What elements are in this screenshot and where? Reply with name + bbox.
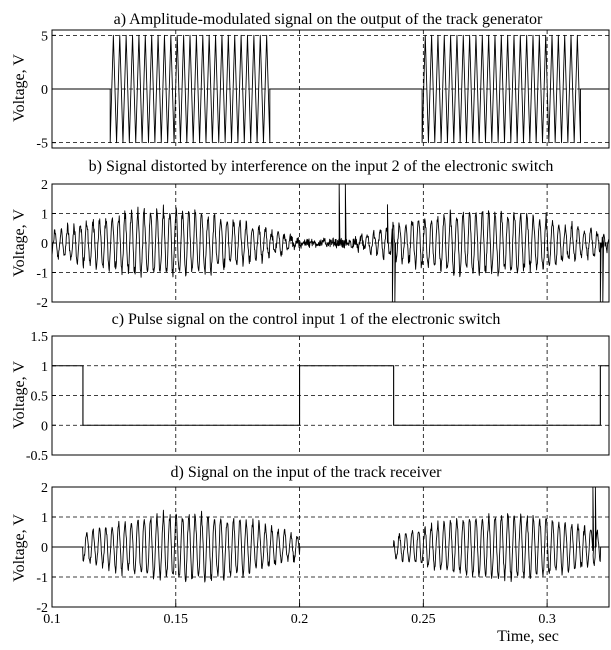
panel-c-title: c) Pulse signal on the control input 1 o… [112, 311, 501, 328]
panel-a-series-line-0 [52, 34, 609, 144]
panel-d-title: d) Signal on the input of the track rece… [170, 464, 442, 481]
panel-c-series-line-0 [52, 365, 609, 426]
panel-c-frame [51, 335, 610, 456]
panel-b-ytick-label-0: 2 [41, 178, 48, 193]
panel-a-ytick-label-1: 0 [41, 83, 48, 98]
panel-c-plot: 1.5 1 0.5 0 -0.5 [26, 330, 610, 464]
panel-d-xtick-label-1: 0.15 [164, 612, 189, 627]
panel-d-ytick-label-4: -2 [36, 601, 48, 616]
panel-b-plot: 2 1 0 -1 -2 [36, 178, 610, 311]
panel-d-plot: 2 1 0 -1 -20.1 0.15 0.2 0.25 0.3 [36, 481, 610, 627]
panel-a-title: a) Amplitude-modulated signal on the out… [114, 11, 543, 28]
panel-a-ytick-label-2: -5 [36, 137, 48, 152]
panel-d-xtick-label-3: 0.25 [411, 612, 436, 627]
panel-d-ytick-label-2: 0 [41, 541, 48, 556]
panel-c-ytick-label-0: 1.5 [31, 330, 49, 345]
panel-d-ytick-label-1: 1 [41, 511, 48, 526]
panel-a-plot: 5 0 -5 [36, 29, 610, 152]
panel-d-ylabel: Voltage, V [11, 514, 28, 582]
panel-b-title: b) Signal distorted by interference on t… [89, 158, 554, 175]
panel-d-xlabel: Time, sec [497, 628, 559, 645]
panel-d-xtick-label-2: 0.2 [291, 612, 309, 627]
panel-a-ytick-label-0: 5 [41, 29, 48, 44]
panel-c-ytick-label-3: 0 [41, 419, 48, 434]
panel-c-ylabel: Voltage, V [11, 361, 28, 429]
panel-b-series-line-0 [51, 183, 610, 303]
panel-d-xtick-label-0: 0.1 [43, 612, 61, 627]
panel-d-xtick-label-4: 0.3 [538, 612, 556, 627]
panel-d-ytick-label-0: 2 [41, 481, 48, 496]
panel-b-ytick-label-2: 0 [41, 237, 48, 252]
panel-c-ytick-label-1: 1 [41, 360, 48, 375]
panel-c-ytick-label-2: 0.5 [31, 390, 49, 405]
panel-b-ylabel: Voltage, V [11, 209, 28, 277]
panel-b-ytick-label-1: 1 [41, 208, 48, 223]
panel-d-series-line-0 [51, 486, 610, 583]
panel-b-ytick-label-4: -2 [36, 296, 48, 311]
panel-d-ytick-label-3: -1 [36, 571, 48, 586]
panel-b-ytick-label-3: -1 [36, 267, 48, 282]
panel-a-ylabel: Voltage, V [11, 54, 28, 122]
panel-c-ytick-label-4: -0.5 [26, 449, 48, 464]
